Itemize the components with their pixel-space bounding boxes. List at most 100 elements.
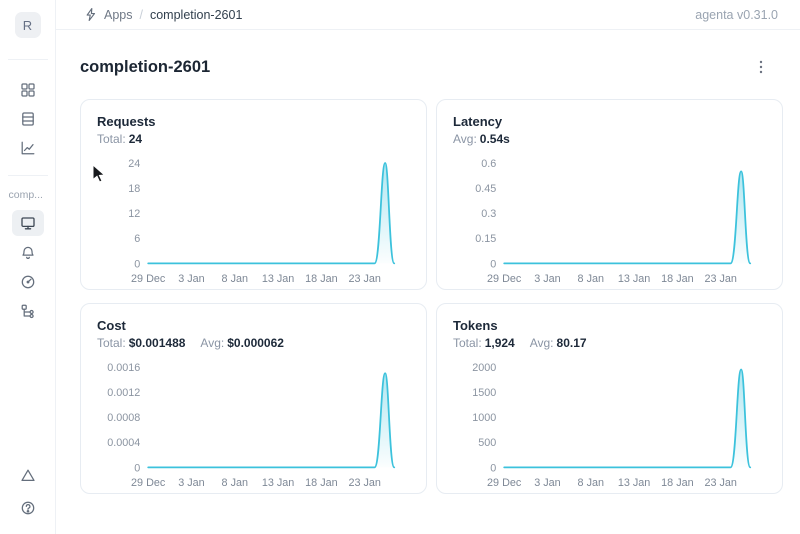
sidebar-divider	[7, 175, 48, 176]
x-tick-label: 23 Jan	[348, 273, 380, 285]
stat-value: $0.001488	[128, 336, 186, 350]
y-tick-label: 0	[490, 258, 496, 270]
series-line	[503, 170, 752, 265]
sidebar-item-alerts[interactable]	[12, 463, 44, 487]
sidebar-item-observability[interactable]	[12, 136, 44, 160]
sidebar-divider	[7, 59, 48, 60]
x-tick-label: 23 Jan	[704, 273, 736, 285]
stat: Avg: 80.17	[530, 336, 587, 351]
x-tick-label: 23 Jan	[348, 477, 380, 489]
breadcrumb-apps[interactable]: Apps	[104, 7, 133, 22]
sidebar: R comp...	[0, 0, 56, 534]
line-chart-icon	[21, 141, 34, 155]
x-tick-label: 13 Jan	[618, 477, 650, 489]
x-tick-label: 18 Jan	[305, 273, 337, 285]
stat-value: 1,924	[484, 336, 515, 350]
sidebar-item-registry[interactable]	[12, 107, 44, 131]
metric-card-tokens: Tokens Total: 1,924 Avg: 80.17 0 500 1000 1500 20…	[436, 303, 783, 494]
x-tick-label: 3 Jan	[534, 273, 560, 285]
sidebar-item-traces[interactable]	[12, 299, 44, 323]
monitor-icon	[20, 217, 35, 230]
sidebar-item-evaluations[interactable]	[12, 270, 44, 294]
x-tick-label: 29 Dec	[131, 273, 166, 285]
x-tick-label: 18 Jan	[305, 477, 337, 489]
x-tick-label: 29 Dec	[487, 477, 522, 489]
y-tick-label: 0.6	[481, 158, 496, 170]
x-tick-label: 18 Jan	[661, 477, 693, 489]
main-content: completion-2601 Requests Total: 24 0 6 12 18 24…	[56, 30, 800, 534]
x-tick-label: 8 Jan	[578, 477, 604, 489]
gauge-icon	[21, 275, 34, 289]
x-tick-label: 18 Jan	[661, 273, 693, 285]
tokens-chart: 0 500 1000 1500 2000 29 Dec 3 Jan 8 Jan 13 Jan 18…	[472, 362, 752, 489]
stat-value: 24	[128, 132, 143, 146]
y-tick-label: 0.0016	[107, 362, 140, 374]
hierarchy-icon	[21, 304, 34, 319]
kebab-menu-icon	[759, 60, 763, 74]
y-tick-label: 1000	[472, 412, 496, 424]
sidebar-bottom-group	[12, 463, 44, 520]
series-area	[504, 171, 751, 264]
breadcrumb-current: completion-2601	[149, 7, 243, 22]
card-stats: Total: $0.001488 Avg: $0.000062	[97, 336, 410, 351]
apps-grid-icon	[20, 83, 35, 97]
y-tick-label: 0	[134, 462, 140, 474]
y-tick-label: 0	[490, 462, 496, 474]
y-tick-label: 0.0012	[107, 387, 140, 399]
card-stats: Avg: 0.54s	[453, 132, 766, 147]
sidebar-item-overview[interactable]	[11, 210, 44, 236]
stat-label: Total:	[453, 336, 482, 350]
x-tick-label: 8 Jan	[578, 273, 604, 285]
stat-label: Avg:	[200, 336, 225, 350]
x-tick-label: 29 Dec	[487, 273, 522, 285]
card-title: Tokens	[453, 318, 498, 333]
stat: Total: 1,924	[453, 336, 515, 351]
x-tick-label: 3 Jan	[178, 273, 204, 285]
card-title: Latency	[453, 114, 503, 129]
card-stats: Total: 24	[97, 132, 410, 147]
table-icon	[21, 112, 34, 126]
help-icon	[21, 501, 34, 515]
alert-triangle-icon	[20, 469, 35, 482]
stat: Avg: 0.54s	[453, 132, 510, 147]
stat-value: 80.17	[556, 336, 587, 350]
card-title: Cost	[97, 318, 126, 333]
card-stats: Total: 1,924 Avg: 80.17	[453, 336, 766, 351]
y-tick-label: 0.3	[481, 208, 496, 220]
x-tick-label: 13 Jan	[618, 273, 650, 285]
x-tick-label: 13 Jan	[262, 477, 294, 489]
y-tick-label: 0.0004	[107, 437, 140, 449]
cost-chart: 0 0.0004 0.0008 0.0012 0.0016 29 Dec 3 Jan 8 Ja…	[107, 362, 396, 489]
topbar: Apps / completion-2601 agenta v0.31.0	[56, 0, 800, 30]
stat-value: $0.000062	[227, 336, 284, 350]
sidebar-item-apps[interactable]	[12, 78, 44, 102]
app-version: agenta v0.31.0	[695, 7, 778, 22]
y-tick-label: 0	[134, 258, 140, 270]
y-tick-label: 12	[128, 208, 140, 220]
y-tick-label: 18	[128, 183, 140, 195]
page-menu-button[interactable]	[750, 56, 772, 78]
sidebar-item-help[interactable]	[12, 496, 44, 520]
y-tick-label: 0.0008	[107, 412, 140, 424]
y-tick-label: 2000	[472, 362, 496, 374]
stat-label: Total:	[97, 336, 126, 350]
y-tick-label: 500	[478, 437, 496, 449]
stat-label: Avg:	[529, 336, 554, 350]
series-line	[503, 368, 752, 469]
x-tick-label: 3 Jan	[534, 477, 560, 489]
y-tick-label: 1500	[472, 387, 496, 399]
stat: Total: 24	[97, 132, 142, 147]
charts-grid: Requests Total: 24 0 6 12 18 24 29 Dec 3 Jan 8 Jan…	[80, 99, 783, 494]
series-area	[148, 162, 395, 264]
stat: Avg: $0.000062	[200, 336, 284, 351]
x-tick-label: 8 Jan	[222, 477, 248, 489]
workspace-avatar[interactable]: R	[14, 12, 41, 38]
breadcrumb: Apps / completion-2601	[84, 7, 242, 22]
y-tick-label: 6	[134, 233, 140, 245]
latency-chart: 0 0.15 0.3 0.45 0.6 29 Dec 3 Jan 8 Jan 13 Jan 18 …	[475, 158, 752, 285]
x-tick-label: 8 Jan	[222, 273, 248, 285]
page-header: completion-2601	[56, 30, 800, 78]
sidebar-app-label: comp...	[8, 189, 43, 201]
sidebar-item-playground[interactable]	[12, 241, 44, 265]
x-tick-label: 23 Jan	[704, 477, 736, 489]
